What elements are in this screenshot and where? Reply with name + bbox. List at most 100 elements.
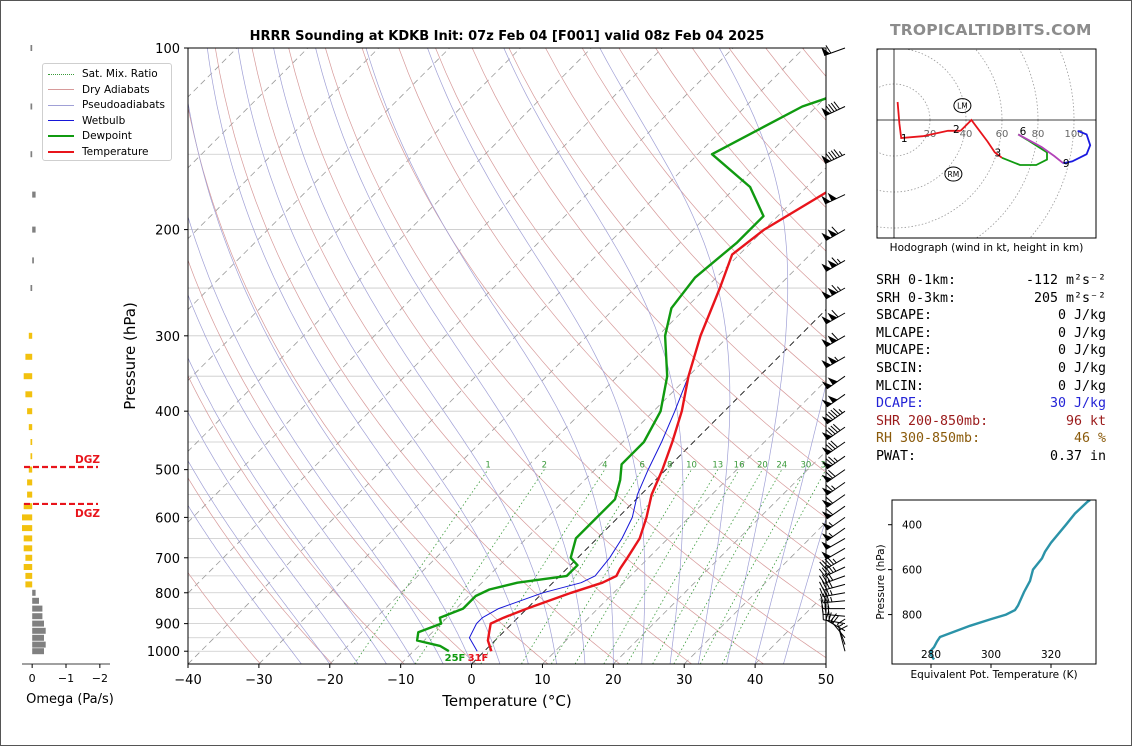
hodograph-trace — [1017, 133, 1064, 164]
omega-bar — [32, 589, 36, 596]
wind-barb-flag — [821, 291, 832, 299]
isotherm — [683, 521, 826, 664]
wind-barb — [821, 505, 846, 520]
thetae-y-axis-label: Pressure (hPa) — [875, 544, 887, 619]
stat-label: DCAPE: — [876, 396, 925, 412]
dry-adiabat — [251, 48, 693, 664]
dry-adiabat — [545, 48, 826, 384]
omega-bar — [32, 648, 44, 655]
stat-row-dcape: DCAPE: 30 J/kg — [876, 395, 1106, 413]
pseudoadiabat — [188, 460, 331, 664]
wind-barb-full — [828, 442, 836, 450]
stat-label: MLCAPE: — [876, 325, 933, 341]
wind-barb — [821, 408, 846, 425]
wind-barb-flag — [827, 377, 838, 385]
wind-barb-full — [828, 411, 836, 419]
dry-adiabat — [188, 259, 477, 664]
omega-bar — [30, 45, 33, 51]
omega-bar — [32, 257, 34, 264]
wind-barb-half — [828, 532, 834, 538]
wind-barb-flag — [821, 447, 832, 455]
wind-barb-staff — [823, 613, 846, 617]
wind-barb-full — [818, 575, 825, 584]
wind-barb-full — [825, 152, 832, 161]
skewt-plot-area: 1246810131620243036 — [188, 48, 826, 664]
wind-barb-full — [827, 605, 830, 615]
wind-barb-full — [822, 593, 827, 603]
wind-barb — [821, 481, 846, 496]
stat-value: 0 J/kg — [1057, 343, 1106, 359]
omega-bar — [23, 373, 33, 380]
legend-label: Sat. Mix. Ratio — [82, 68, 158, 80]
wind-barb — [821, 516, 846, 531]
wind-barb-flag — [821, 551, 832, 560]
stat-value: 0 J/kg — [1057, 308, 1106, 324]
hodograph-ring-label: 40 — [960, 129, 973, 140]
wind-barb-flag — [821, 232, 832, 241]
wind-barb-full — [826, 599, 830, 609]
hodograph-ring-label: 100 — [1064, 129, 1083, 140]
omega-bar — [28, 424, 33, 431]
wind-barb — [821, 192, 846, 205]
sounding-stats: SRH 0-1km: -112 m²s⁻² SRH 0-3km: 205 m²s⁻²… — [876, 272, 1106, 466]
wind-barb — [821, 393, 846, 408]
stat-value: 46 % — [1073, 431, 1106, 447]
wind-barb — [821, 149, 846, 164]
wind-barb — [821, 332, 846, 348]
mixing-ratio-line — [550, 469, 671, 664]
wind-barb-flag — [821, 316, 832, 324]
wind-barb — [821, 257, 846, 272]
omega-bar — [25, 554, 33, 561]
mixing-ratio-label: 30 — [800, 461, 811, 471]
x-tick-label: −40 — [174, 673, 201, 688]
dgz-label: DGZ — [75, 508, 100, 520]
wind-barb — [821, 356, 846, 369]
stat-value: 0.37 in — [1049, 448, 1106, 464]
wind-barb-flag — [821, 195, 831, 204]
pseudoadiabat — [754, 382, 826, 664]
pseudoadiabat — [273, 48, 557, 664]
wind-barb-flag — [827, 229, 838, 238]
wind-barb-staff — [825, 557, 846, 570]
isotherm — [188, 48, 450, 311]
y-tick-label: 900 — [155, 618, 180, 633]
omega-bar — [30, 439, 33, 445]
omega-bar — [27, 479, 33, 486]
mixing-ratio-line — [626, 469, 740, 664]
omega-bar — [30, 151, 33, 158]
dry-adiabat — [398, 48, 826, 565]
omega-bar — [32, 627, 46, 634]
pseudoadiabat — [718, 48, 789, 664]
legend-item-wetbulb: Wetbulb — [48, 115, 125, 127]
mixing-ratio-line — [652, 469, 763, 664]
wind-barb-full — [824, 573, 831, 582]
thetae-x-tick-label: 320 — [1041, 649, 1061, 661]
wind-barb-full — [825, 105, 832, 114]
legend-label: Temperature — [82, 145, 149, 158]
wind-barb-flag — [821, 541, 832, 550]
pseudoadiabat — [503, 48, 684, 664]
wind-barb-full — [833, 149, 840, 158]
thetae-x-tick-label: 280 — [921, 649, 941, 661]
wind-barb-full — [828, 427, 836, 435]
omega-bar — [25, 581, 33, 588]
mixing-ratio-line — [574, 469, 692, 664]
stat-row-rh: RH 300-850mb: 46 % — [876, 430, 1106, 448]
mixing-ratio-label: 1 — [485, 461, 490, 471]
wind-barb-flag — [821, 263, 832, 272]
wind-barb-half — [838, 151, 843, 156]
wind-barb-full — [830, 425, 838, 433]
omega-bar — [32, 597, 39, 604]
thetae-y-tick-label: 600 — [902, 565, 922, 577]
wind-barb-full — [827, 564, 834, 573]
wind-barb-full — [825, 471, 834, 479]
wind-barb-full — [837, 618, 846, 625]
dry-adiabat — [288, 48, 764, 664]
wind-barb-full — [831, 309, 839, 318]
wind-barb — [821, 537, 846, 550]
dry-adiabat — [188, 375, 405, 664]
x-tick-label: −10 — [387, 673, 414, 688]
thetae-x-axis-label: Equivalent Pot. Temperature (K) — [910, 669, 1077, 681]
isotherm — [542, 379, 826, 664]
y-tick-label: 300 — [155, 330, 180, 345]
